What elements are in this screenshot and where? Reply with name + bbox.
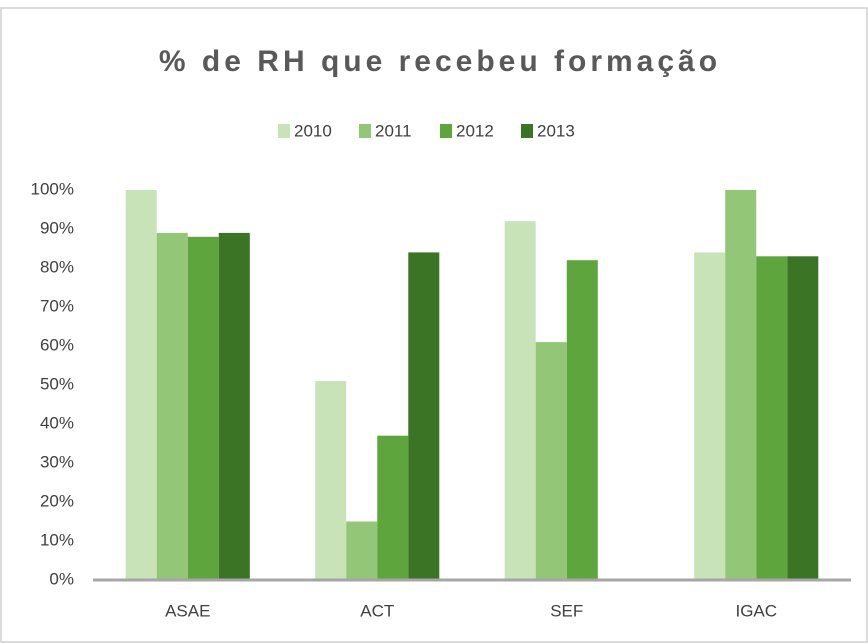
bar	[156, 232, 188, 580]
legend-label: 2012	[456, 121, 494, 140]
y-tick-label: 80%	[40, 257, 74, 276]
bar	[218, 232, 250, 580]
y-tick-label: 10%	[40, 530, 74, 549]
y-tick-label: 0%	[49, 569, 74, 588]
y-tick-label: 50%	[40, 374, 74, 393]
y-tick-label: 40%	[40, 413, 74, 432]
y-tick-label: 30%	[40, 452, 74, 471]
bar	[377, 435, 409, 580]
bar	[315, 381, 347, 580]
y-tick-label: 20%	[40, 491, 74, 510]
bar	[725, 190, 757, 580]
bar	[504, 221, 536, 580]
bar	[187, 236, 219, 581]
y-tick-label: 70%	[40, 296, 74, 315]
bar	[125, 190, 157, 580]
bar	[756, 256, 788, 580]
bar	[535, 342, 567, 580]
x-tick-label: SEF	[550, 601, 583, 620]
legend-label: 2010	[294, 121, 332, 140]
legend-swatch	[359, 124, 371, 138]
chart-title: % de RH que recebeu formação	[159, 45, 721, 78]
bar	[787, 256, 819, 580]
legend-swatch	[440, 124, 452, 138]
bar	[566, 260, 598, 580]
y-tick-label: 60%	[40, 335, 74, 354]
legend-label: 2013	[537, 121, 575, 140]
legend-swatch	[521, 124, 533, 138]
bar	[408, 252, 440, 580]
legend-swatch	[278, 124, 290, 138]
y-tick-label: 90%	[40, 218, 74, 237]
x-tick-label: ACT	[360, 601, 394, 620]
x-tick-label: ASAE	[165, 601, 210, 620]
bar	[694, 252, 726, 580]
y-tick-label: 100%	[31, 179, 74, 198]
bar	[346, 521, 378, 580]
legend-label: 2011	[375, 121, 412, 140]
x-tick-label: IGAC	[735, 601, 777, 620]
